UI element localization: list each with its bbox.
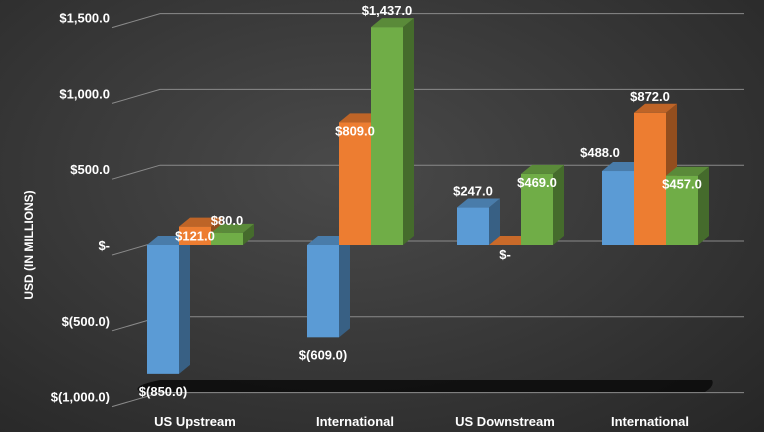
y-axis-ticks: $1,500.0 $1,000.0 $500.0 $- $(500.0) $(1,000.…	[51, 11, 110, 405]
bar-series-1	[457, 207, 489, 245]
bars	[147, 18, 709, 374]
bar-top	[371, 18, 414, 28]
bar-side	[403, 18, 414, 245]
bar-top	[521, 164, 564, 174]
data-label: $469.0	[517, 175, 557, 190]
bar-side	[489, 198, 500, 245]
x-category-label: US Downstream	[455, 414, 555, 429]
gridline	[111, 316, 744, 332]
bar-series-2	[179, 226, 211, 245]
bar-top	[179, 217, 222, 227]
bar-series-3	[666, 175, 698, 245]
data-label: $809.0	[335, 123, 375, 138]
data-label: $121.0	[175, 229, 215, 244]
data-label: $-	[499, 247, 511, 262]
bar-series-1	[307, 245, 339, 338]
data-label: $872.0	[630, 89, 670, 104]
bar-series-3	[211, 232, 243, 245]
bar-series-1	[147, 245, 179, 374]
bar-side	[553, 164, 564, 245]
data-label: $80.0	[211, 213, 244, 228]
data-label: $247.0	[453, 184, 493, 199]
bar-series-3	[521, 173, 553, 245]
bar-top	[666, 166, 709, 176]
y-axis-label: USD (IN MILLIONS)	[22, 190, 36, 299]
x-category-label: US Upstream	[154, 414, 236, 429]
y-tick-label: $-	[98, 238, 110, 253]
floor-shadow-band	[137, 380, 713, 392]
y-tick-label: $500.0	[70, 162, 110, 177]
data-label: $(850.0)	[139, 384, 187, 399]
bar-side	[698, 166, 709, 245]
gridline	[111, 392, 744, 408]
gridline	[111, 13, 744, 29]
x-axis-categories: US Upstream International US Downstream Int…	[154, 414, 689, 429]
bar-series-2	[339, 122, 371, 245]
bar-side	[243, 223, 254, 245]
data-label: $457.0	[662, 177, 702, 192]
data-label: $(609.0)	[299, 347, 347, 362]
bar-series-2	[634, 112, 666, 245]
bar-series-3	[371, 27, 403, 245]
floor-shadow	[137, 380, 713, 392]
y-tick-label: $(1,000.0)	[51, 390, 110, 405]
bar-top	[457, 198, 500, 208]
y-tick-label: $1,000.0	[59, 86, 110, 101]
y-tick-label: $(500.0)	[62, 314, 110, 329]
bar-top	[634, 103, 677, 113]
data-label: $488.0	[580, 145, 620, 160]
gridline	[111, 88, 744, 104]
x-category-label: International	[316, 414, 394, 429]
x-category-label: International	[611, 414, 689, 429]
data-label: $1,437.0	[362, 3, 413, 18]
bar-side	[339, 236, 350, 338]
bar-top	[211, 223, 254, 233]
bar-series-1	[602, 171, 634, 245]
y-tick-label: $1,500.0	[59, 11, 110, 26]
data-labels: $(850.0) $121.0$80.0 $(609.0) $809.0 $1,437.…	[139, 3, 702, 399]
bar-side	[179, 236, 190, 374]
